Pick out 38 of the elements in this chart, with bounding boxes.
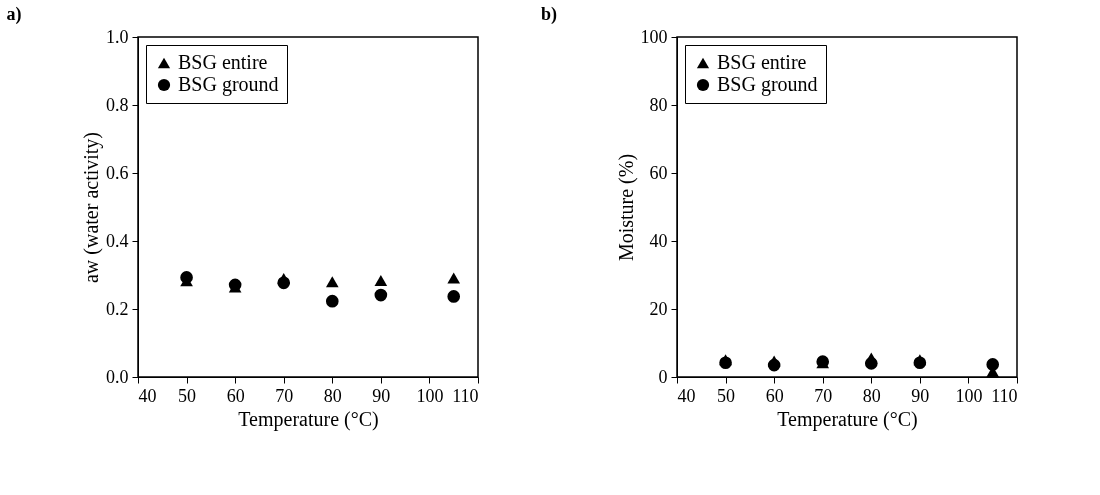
x-tick-label: 100 [955,385,983,406]
y-tick-label: 40 [649,230,668,251]
y-tick-label: 20 [649,298,668,319]
x-axis-title: Temperature (°C) [777,407,918,431]
x-tick-label: 70 [275,385,294,406]
y-tick-label: 0.2 [106,298,129,319]
x-tick-label: 60 [765,385,784,406]
legend-label: BSG ground [717,73,818,96]
x-tick-label: 70 [814,385,833,406]
legend-label: BSG entire [178,51,268,73]
y-axis-title: Moisture (%) [614,153,638,262]
y-axis-title: aw (water activity) [80,131,103,284]
x-tick-label: 110 [991,385,1018,406]
x-tick-label: 110 [452,385,479,406]
x-tick-label: 40 [677,385,696,406]
y-tick-label: 1.0 [106,26,129,47]
x-tick-label: 80 [323,385,342,406]
chart-title: a) [6,4,22,25]
y-tick-label: 0 [658,366,668,387]
chart-title: b) [541,4,558,25]
y-tick-label: 60 [649,162,668,183]
x-tick-label: 90 [911,385,930,406]
x-tick-label: 100 [416,385,444,406]
y-tick-label: 0.6 [106,162,129,183]
legend-label: BSG entire [717,51,807,73]
y-tick-label: 0.8 [106,94,129,115]
x-tick-label: 60 [226,385,245,406]
x-tick-label: 50 [717,385,736,406]
x-tick-label: 90 [372,385,391,406]
y-tick-label: 80 [649,94,668,115]
x-tick-label: 40 [138,385,157,406]
y-tick-label: 100 [640,26,668,47]
y-tick-label: 0.4 [106,230,129,251]
x-axis-title: Temperature (°C) [238,407,379,431]
legend-label: BSG ground [178,73,279,96]
y-tick-label: 0.0 [106,366,129,387]
x-tick-label: 80 [862,385,881,406]
x-tick-label: 50 [178,385,197,406]
